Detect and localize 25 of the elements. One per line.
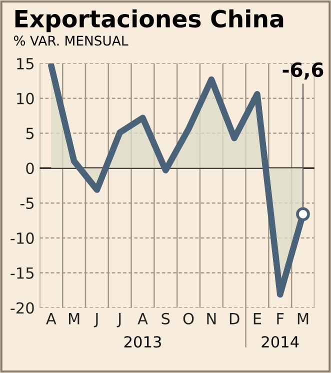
x-tick-label: J — [94, 313, 98, 328]
y-tick-label: -20 — [10, 302, 34, 314]
y-tick-label: -15 — [10, 267, 34, 279]
chart-subtitle: % VAR. MENSUAL — [14, 36, 128, 46]
text: 2013 — [124, 336, 161, 348]
x-tick-label: M — [298, 313, 308, 324]
x-tick-label: F — [277, 313, 284, 324]
y-tick-label: -5 — [20, 198, 34, 210]
x-tick-label: D — [230, 313, 240, 324]
x-tick-label: N — [207, 313, 216, 324]
text: 2014 — [262, 336, 299, 348]
y-tick-label: 5 — [26, 128, 34, 140]
chart-title: Exportaciones China — [15, 9, 284, 32]
x-tick-label: E — [254, 313, 262, 324]
x-tick-label: S — [162, 312, 170, 324]
y-tick-label: 0 — [26, 162, 34, 174]
data-label: -6,6 — [282, 62, 324, 80]
x-tick-label: O — [183, 312, 194, 324]
y-tick-label: 15 — [17, 58, 34, 70]
x-tick-label: M — [68, 313, 80, 324]
x-tick-label: J — [116, 313, 121, 328]
y-tick-label: 10 — [17, 92, 34, 104]
x-tick-label: A — [46, 313, 56, 324]
x-tick-label: A — [138, 313, 148, 324]
y-tick-label: -10 — [10, 232, 34, 244]
